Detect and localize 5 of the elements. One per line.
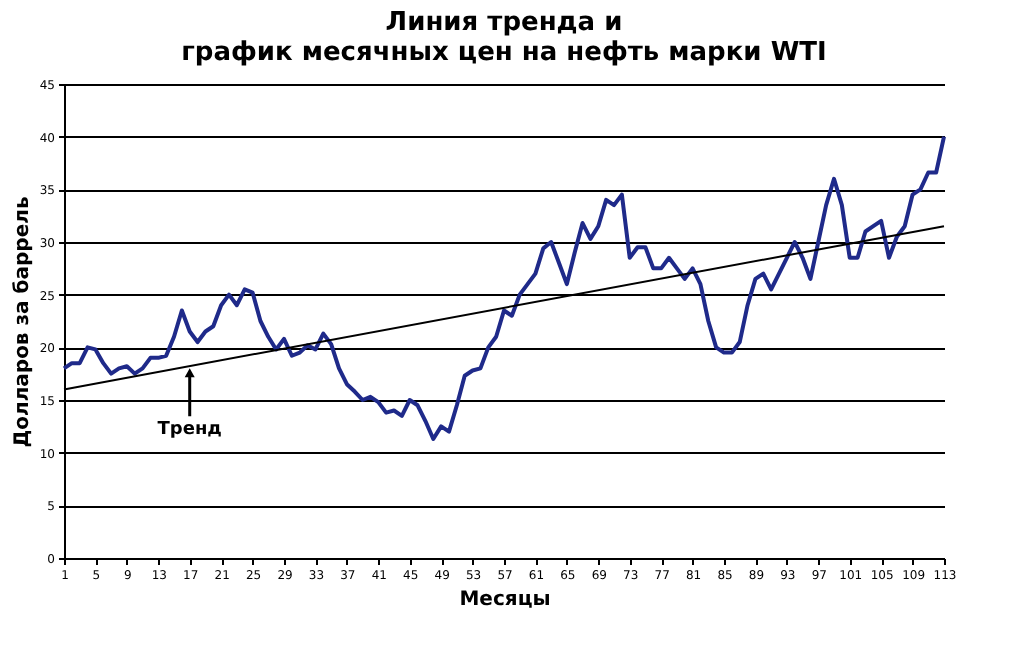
- line-series: [62, 134, 946, 441]
- chart-title: Линия тренда и график месячных цен на нефть марки WTI: [181, 8, 827, 68]
- y-axis-title: Долларов за баррель: [11, 196, 34, 448]
- x-axis-title: Месяцы: [459, 589, 551, 611]
- annotation: Тренд: [157, 420, 222, 441]
